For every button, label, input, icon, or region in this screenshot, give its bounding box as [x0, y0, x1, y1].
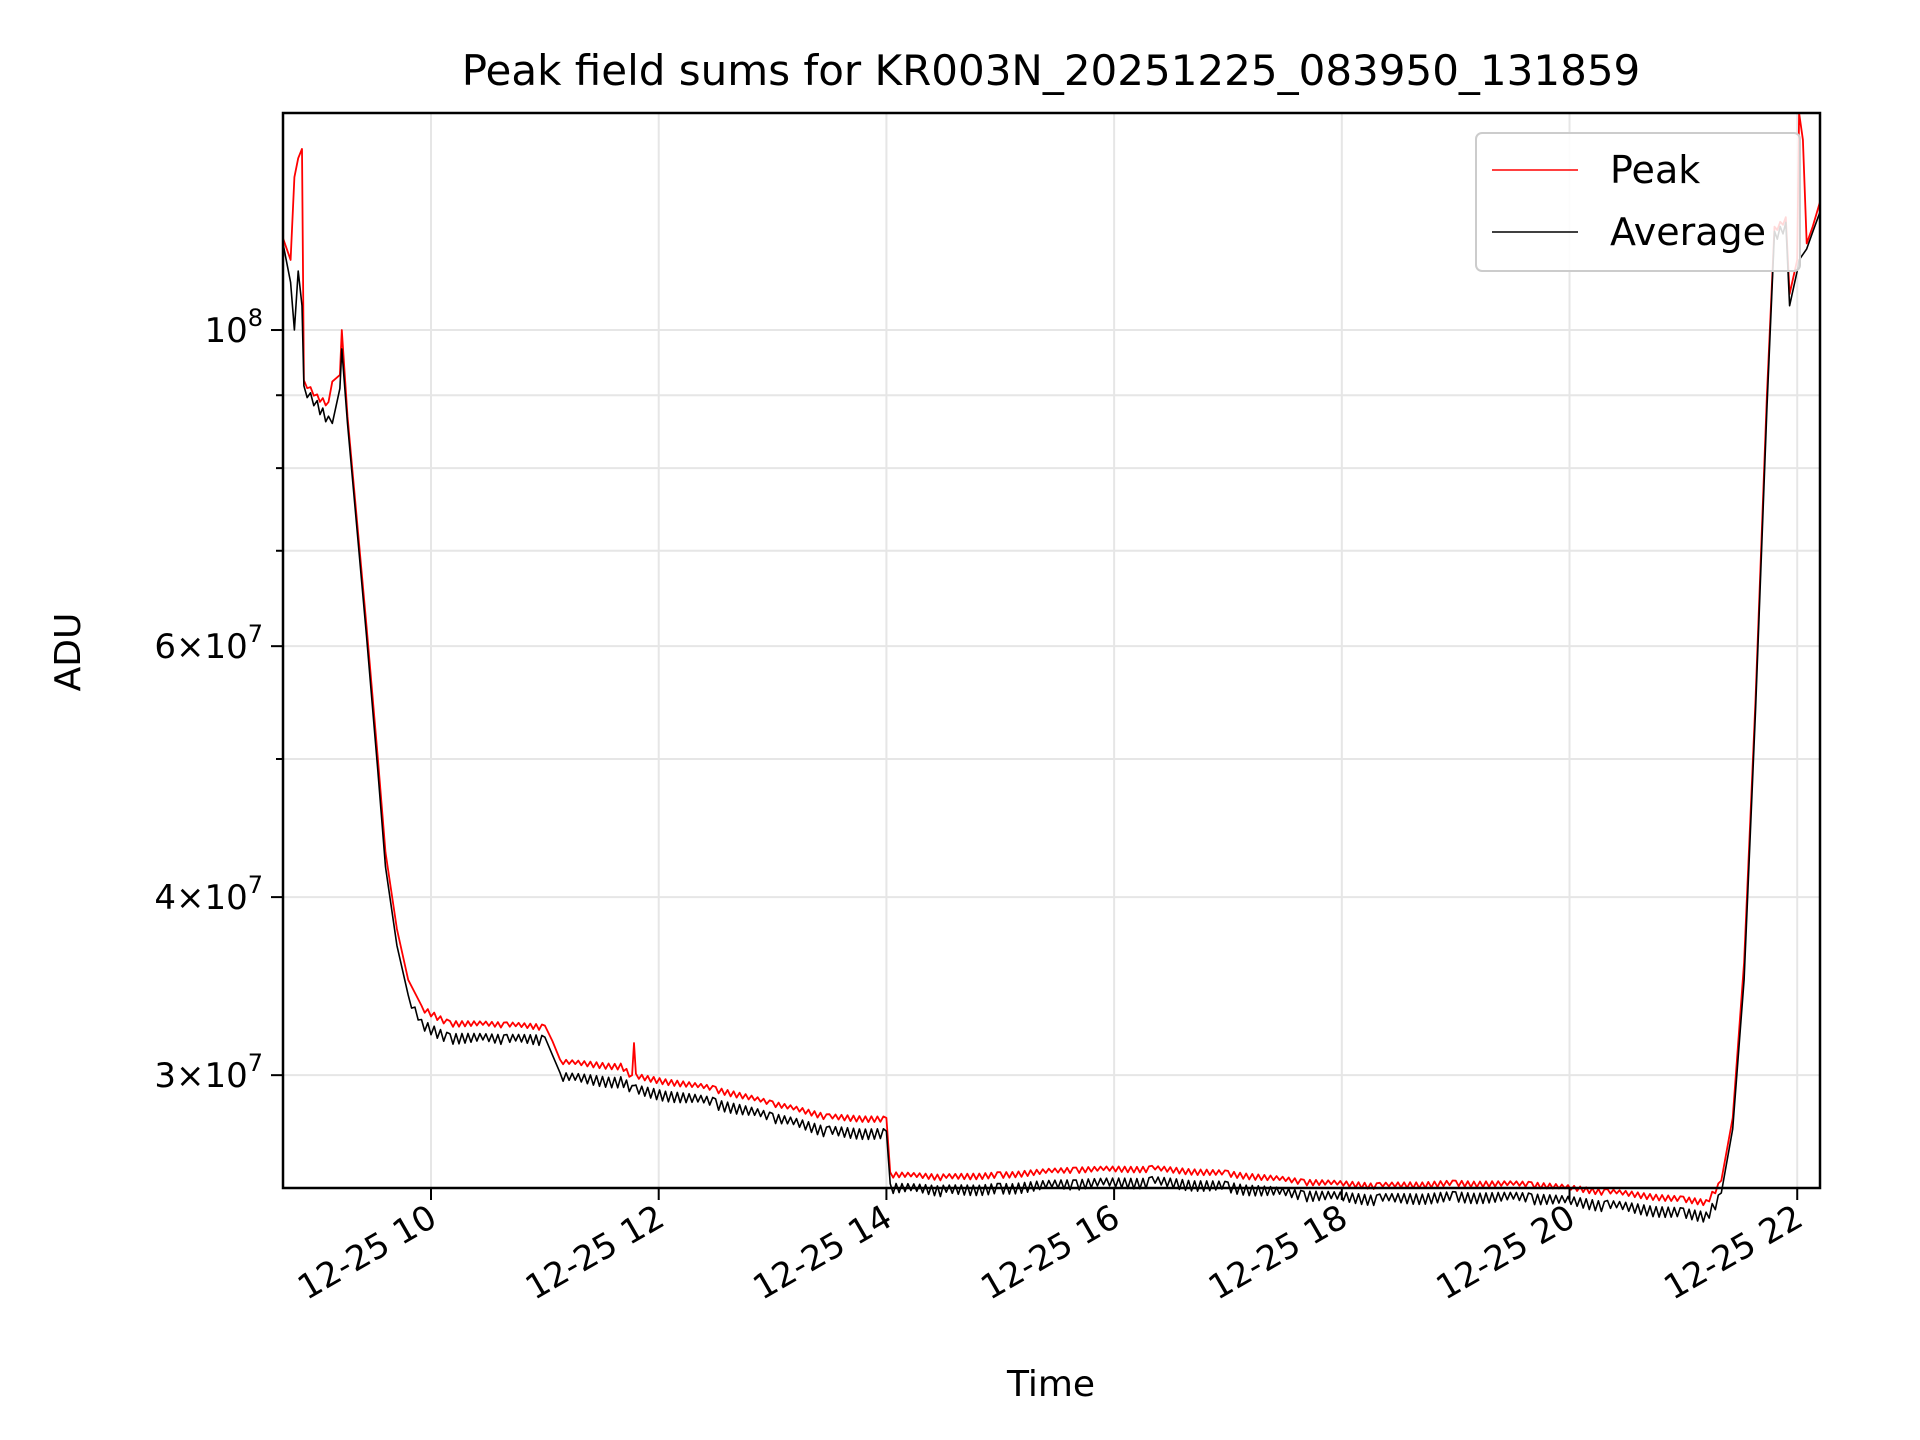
- grid-layer: [283, 113, 1820, 1188]
- plot-area-frame: [281, 111, 1822, 1190]
- legend-label-peak: Peak: [1610, 148, 1700, 192]
- chart-title: Peak field sums for KR003N_20251225_0839…: [462, 46, 1641, 95]
- y-tick-label: 3×107: [154, 1049, 263, 1096]
- y-tick-label: 108: [204, 304, 263, 351]
- y-axis-label: ADU: [48, 613, 89, 692]
- y-tick-label: 4×107: [154, 871, 263, 918]
- x-axis-label: Time: [1006, 1364, 1095, 1405]
- legend-box: [1475, 132, 1801, 272]
- legend: Peak Average: [1475, 132, 1801, 272]
- y-tick-label: 6×107: [154, 620, 263, 667]
- series-line-average: [282, 211, 1821, 1223]
- legend-label-average: Average: [1610, 210, 1766, 254]
